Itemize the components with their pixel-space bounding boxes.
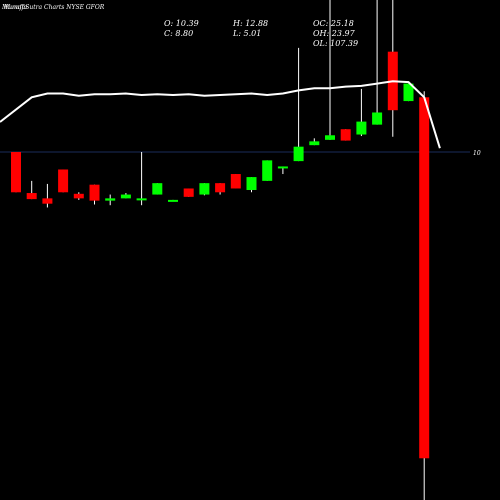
candle-body-up	[356, 121, 367, 135]
stat-open: O: 10.39	[164, 19, 199, 28]
stat-low: L: 5.01	[232, 29, 261, 38]
chart-title-overlay: Munafa	[3, 4, 28, 11]
candle-body-up	[262, 160, 273, 181]
chart-title: MunafaSutra Charts NYSE GFOR	[1, 4, 105, 11]
candle-body-up	[325, 135, 335, 140]
stat-oc: OC: 25.18	[313, 19, 354, 28]
candle-body-up	[105, 198, 116, 201]
candle-body-down	[58, 169, 69, 193]
candle-body-up	[120, 194, 131, 199]
candle-body-up	[309, 141, 320, 146]
candle-body-up	[293, 146, 304, 162]
candle-body-down	[340, 129, 351, 141]
candle-body-up	[277, 166, 288, 169]
candle-body-down	[89, 184, 100, 201]
candle-body-down	[230, 174, 241, 189]
candle-body-down	[26, 193, 37, 200]
candle-body-up	[168, 199, 178, 202]
candle-body-up	[199, 183, 210, 195]
candle-body-down	[11, 152, 21, 193]
candle-body-down	[215, 183, 226, 193]
candle-body-down	[183, 188, 194, 197]
volume-line	[0, 80, 441, 149]
stat-ol: OL: 107.39	[313, 39, 358, 48]
reference-price-label: 10	[473, 150, 481, 157]
candle-body-up	[372, 112, 383, 125]
candle-body-down	[419, 97, 430, 459]
candle-body-down	[42, 198, 53, 204]
candle-body-up	[246, 177, 257, 190]
stat-oh: OH: 23.97	[313, 29, 356, 38]
stat-high: H: 12.88	[232, 19, 268, 28]
candle-body-up	[403, 83, 414, 102]
candle-body-up	[136, 198, 147, 201]
candle-body-up	[152, 183, 163, 195]
candle-body-down	[73, 193, 84, 199]
stat-close: C: 8.80	[164, 29, 193, 38]
